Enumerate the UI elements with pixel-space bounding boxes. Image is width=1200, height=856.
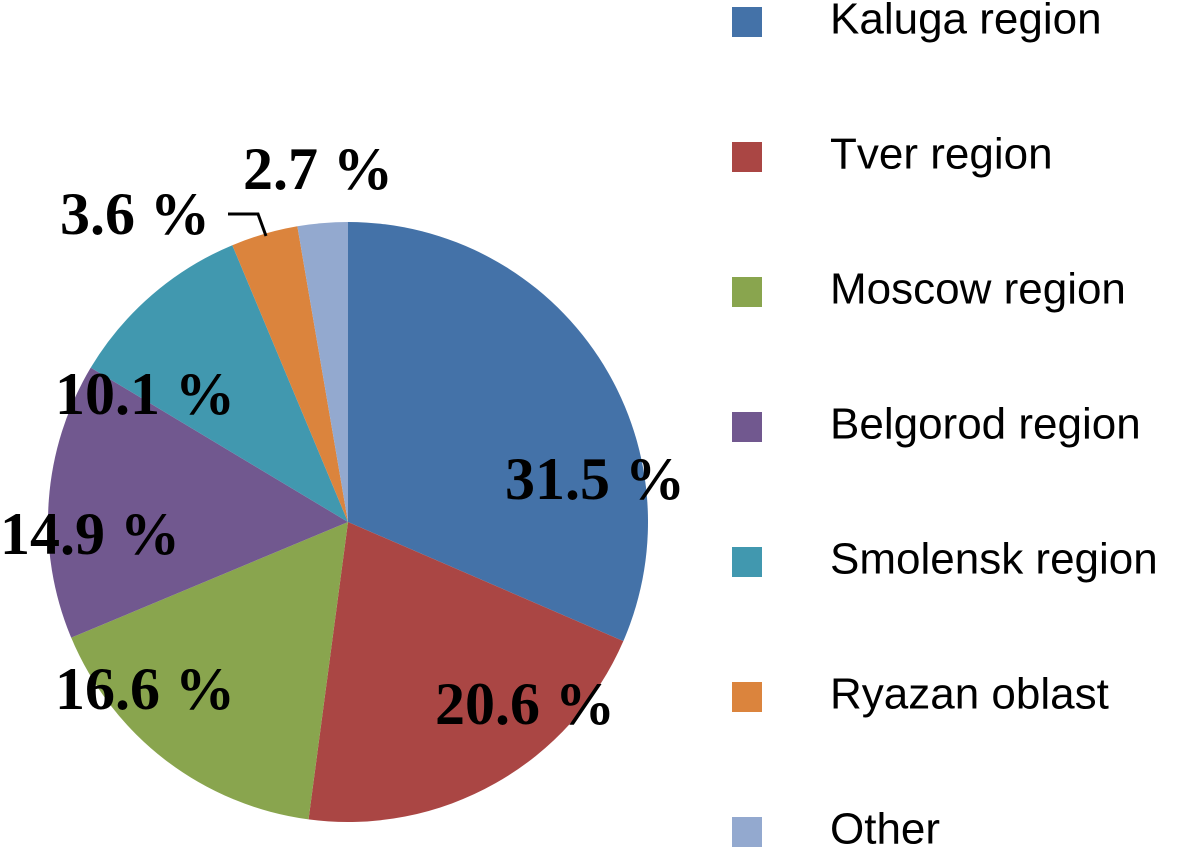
pie-slice-other	[297, 222, 348, 522]
data-label-moscow-region: 16.6 %	[55, 656, 235, 722]
pie-slice-tver-region	[308, 522, 624, 822]
pie-slices	[47, 221, 649, 822]
data-label-kaluga-region: 31.5 %	[505, 446, 685, 512]
leader-line-ryazan-oblast	[228, 212, 268, 237]
pie-slice-ryazan-oblast	[232, 226, 348, 522]
data-label-belgorod-region: 14.9 %	[0, 501, 180, 567]
legend-label-other: Other	[830, 805, 940, 854]
legend-swatch-other	[732, 817, 762, 847]
data-label-ryazan-oblast: 3.6 %	[60, 181, 210, 247]
legend-label-moscow-region: Moscow region	[830, 265, 1126, 314]
data-label-other: 2.7 %	[243, 136, 393, 202]
legend-swatch-tver-region	[732, 142, 762, 172]
data-label-tver-region: 20.6 %	[435, 671, 615, 737]
legend-swatch-kaluga-region	[732, 7, 762, 37]
pie-slice-kaluga-region	[348, 221, 649, 642]
leader-lines	[228, 212, 268, 237]
legend-label-ryazan-oblast: Ryazan oblast	[830, 670, 1109, 719]
pie-slice-smolensk-region	[90, 245, 349, 522]
legend-swatch-smolensk-region	[732, 547, 762, 577]
legend-swatch-belgorod-region	[732, 412, 762, 442]
data-labels: 31.5 % 20.6 % 16.6 % 14.9 % 10.1 % 3.6 % 2.7 %	[0, 136, 685, 737]
legend: Kaluga region Tver region Moscow region Bel…	[732, 0, 1158, 854]
legend-label-belgorod-region: Belgorod region	[830, 400, 1141, 449]
legend-swatch-ryazan-oblast	[732, 682, 762, 712]
legend-label-kaluga-region: Kaluga region	[830, 0, 1102, 44]
legend-swatch-moscow-region	[732, 277, 762, 307]
legend-label-tver-region: Tver region	[830, 130, 1053, 179]
pie-slice-moscow-region	[71, 522, 348, 820]
pie-slice-belgorod-region	[47, 367, 349, 638]
data-label-smolensk-region: 10.1 %	[55, 361, 235, 427]
legend-label-smolensk-region: Smolensk region	[830, 535, 1158, 584]
